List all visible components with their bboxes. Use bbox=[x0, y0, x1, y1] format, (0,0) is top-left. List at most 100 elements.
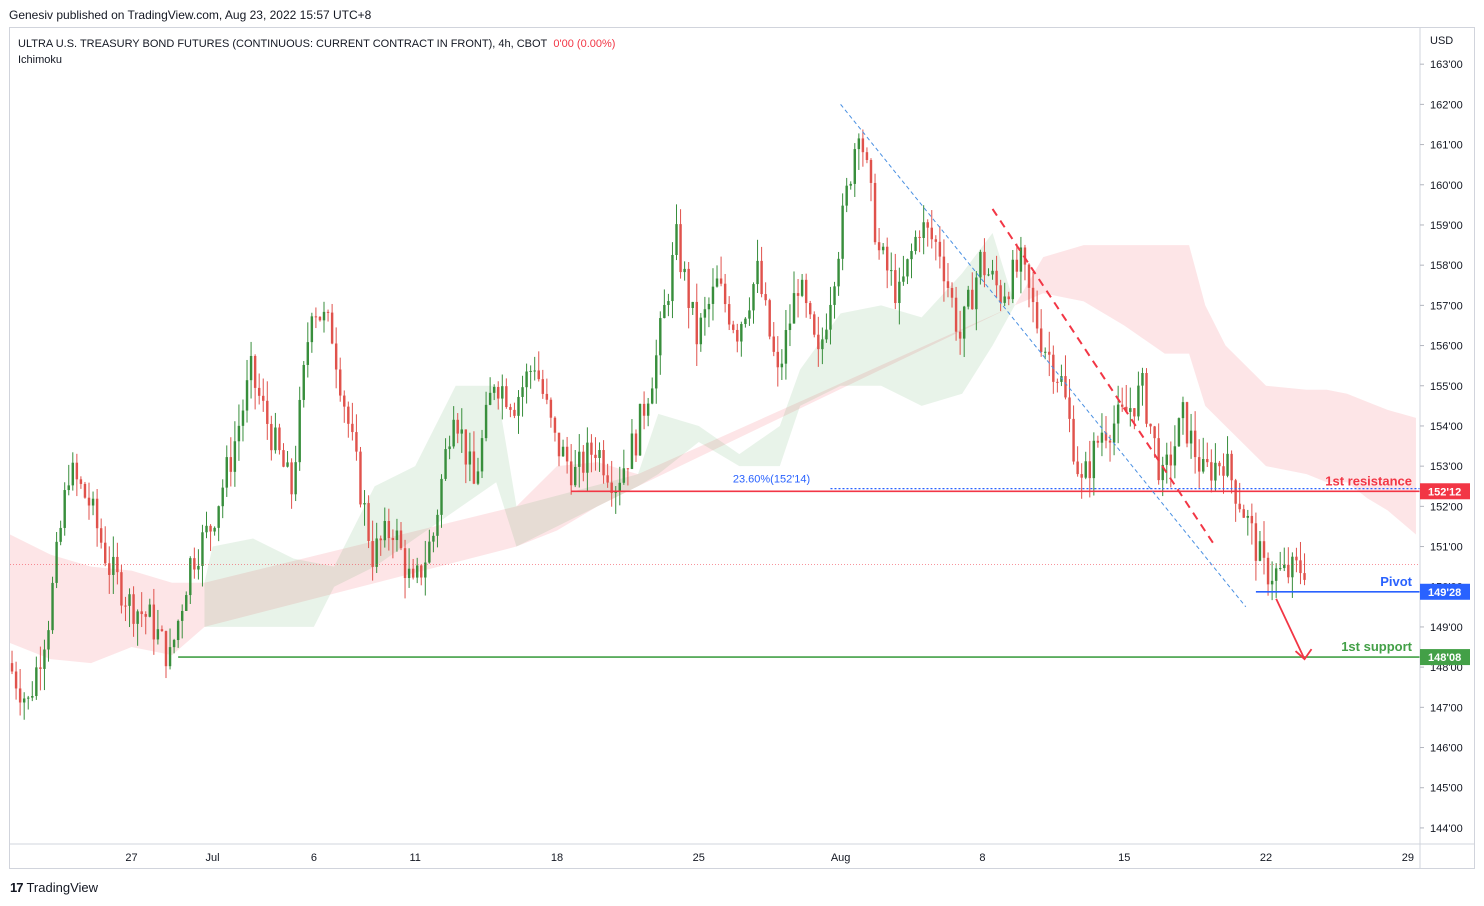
candle-body bbox=[525, 371, 528, 388]
y-tick-label: 148'00 bbox=[1430, 662, 1463, 674]
candle-body bbox=[906, 259, 909, 277]
candle-body bbox=[825, 329, 828, 340]
candle-body bbox=[784, 330, 788, 364]
candle-body bbox=[638, 403, 642, 456]
candle-body bbox=[249, 355, 253, 381]
candle-body bbox=[464, 429, 468, 465]
candle-body bbox=[999, 285, 1002, 303]
candle-body bbox=[383, 520, 386, 541]
candle-body bbox=[719, 278, 723, 284]
y-tick-label: 160'00 bbox=[1430, 180, 1463, 192]
candle-body bbox=[1088, 461, 1091, 479]
candle-body bbox=[266, 400, 269, 424]
candle-body bbox=[1242, 509, 1245, 518]
candle-body bbox=[1279, 568, 1282, 570]
candle-body bbox=[898, 281, 901, 304]
candle-body bbox=[679, 224, 682, 273]
candle-body bbox=[152, 604, 156, 640]
candle-body bbox=[1214, 462, 1217, 481]
candle-body bbox=[1258, 541, 1262, 561]
x-tick-label: 18 bbox=[551, 852, 563, 864]
candle-body bbox=[1173, 446, 1177, 466]
candle-body bbox=[557, 432, 561, 457]
candle-body bbox=[1185, 402, 1189, 444]
resistance-tag-text: 152'12 bbox=[1428, 486, 1461, 498]
candle-body bbox=[861, 138, 865, 153]
candle-body bbox=[578, 451, 581, 467]
candle-body bbox=[703, 309, 707, 318]
candle-body bbox=[480, 438, 484, 472]
candle-body bbox=[1165, 454, 1168, 465]
candle-body bbox=[586, 442, 589, 473]
candle-body bbox=[699, 317, 703, 345]
candle-body bbox=[817, 334, 820, 350]
candle-body bbox=[1072, 418, 1075, 462]
y-tick-label: 163'00 bbox=[1430, 59, 1463, 71]
candle-body bbox=[132, 594, 135, 624]
fib-level-label: 23.60%(152'14) bbox=[733, 474, 810, 486]
candle-body bbox=[201, 532, 204, 566]
candle-body bbox=[403, 548, 407, 579]
candle-body bbox=[379, 538, 382, 541]
candle-body bbox=[1035, 302, 1039, 329]
candle-body bbox=[756, 260, 759, 285]
candle-body bbox=[39, 667, 42, 669]
candle-body bbox=[375, 538, 378, 567]
candle-body bbox=[954, 297, 958, 332]
candle-body bbox=[642, 403, 646, 416]
candle-body bbox=[910, 251, 913, 260]
candle-body bbox=[448, 446, 451, 450]
candle-body bbox=[788, 323, 792, 331]
candle-body bbox=[1230, 453, 1233, 481]
candle-body bbox=[420, 565, 423, 578]
candle-body bbox=[849, 183, 852, 186]
x-tick-label: 11 bbox=[409, 852, 420, 864]
candle-body bbox=[51, 582, 54, 631]
candle-body bbox=[197, 565, 200, 570]
candle-body bbox=[339, 369, 342, 396]
candle-body bbox=[484, 404, 488, 439]
indicator-name[interactable]: Ichimoku bbox=[18, 54, 63, 66]
candle-body bbox=[1084, 461, 1087, 478]
candle-body bbox=[991, 270, 994, 275]
candle-body bbox=[164, 631, 168, 667]
x-tick-label: Aug bbox=[831, 852, 851, 864]
candle-body bbox=[95, 498, 99, 529]
candle-body bbox=[1076, 461, 1079, 475]
tradingview-logo-icon: 17 bbox=[10, 880, 24, 895]
candle-body bbox=[1299, 560, 1302, 574]
candle-body bbox=[630, 433, 634, 469]
candle-body bbox=[744, 318, 747, 325]
candle-body bbox=[521, 387, 524, 397]
candle-body bbox=[395, 530, 399, 541]
candle-body bbox=[1015, 259, 1019, 272]
candle-body bbox=[148, 604, 151, 617]
candle-body bbox=[180, 610, 184, 621]
candle-body bbox=[193, 558, 196, 570]
candle-body bbox=[1044, 351, 1047, 353]
candle-body bbox=[343, 395, 346, 407]
footer-brand[interactable]: TradingView bbox=[26, 880, 99, 895]
candle-body bbox=[881, 246, 885, 251]
y-tick-label: 162'00 bbox=[1430, 99, 1463, 111]
candle-body bbox=[367, 503, 370, 541]
x-tick-label: 25 bbox=[693, 852, 705, 864]
candle-body bbox=[10, 663, 14, 672]
candle-body bbox=[399, 530, 403, 549]
candle-body bbox=[723, 283, 727, 305]
y-tick-label: 158'00 bbox=[1430, 260, 1463, 272]
candle-body bbox=[574, 466, 577, 486]
candle-body bbox=[1080, 474, 1083, 478]
y-tick-label: 145'00 bbox=[1430, 783, 1463, 795]
candle-body bbox=[1096, 440, 1100, 443]
candle-body bbox=[1116, 404, 1120, 424]
candle-body bbox=[772, 336, 775, 352]
candle-body bbox=[833, 286, 836, 305]
candle-body bbox=[189, 558, 192, 596]
candle-body bbox=[894, 270, 897, 304]
y-tick-label: 144'00 bbox=[1430, 823, 1463, 835]
candle-body bbox=[75, 462, 79, 480]
candle-body bbox=[768, 300, 771, 337]
candle-body bbox=[172, 640, 176, 648]
